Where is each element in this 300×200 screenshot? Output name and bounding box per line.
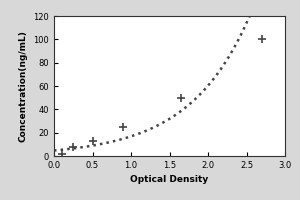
Y-axis label: Concentration(ng/mL): Concentration(ng/mL) xyxy=(19,30,28,142)
X-axis label: Optical Density: Optical Density xyxy=(130,175,208,184)
